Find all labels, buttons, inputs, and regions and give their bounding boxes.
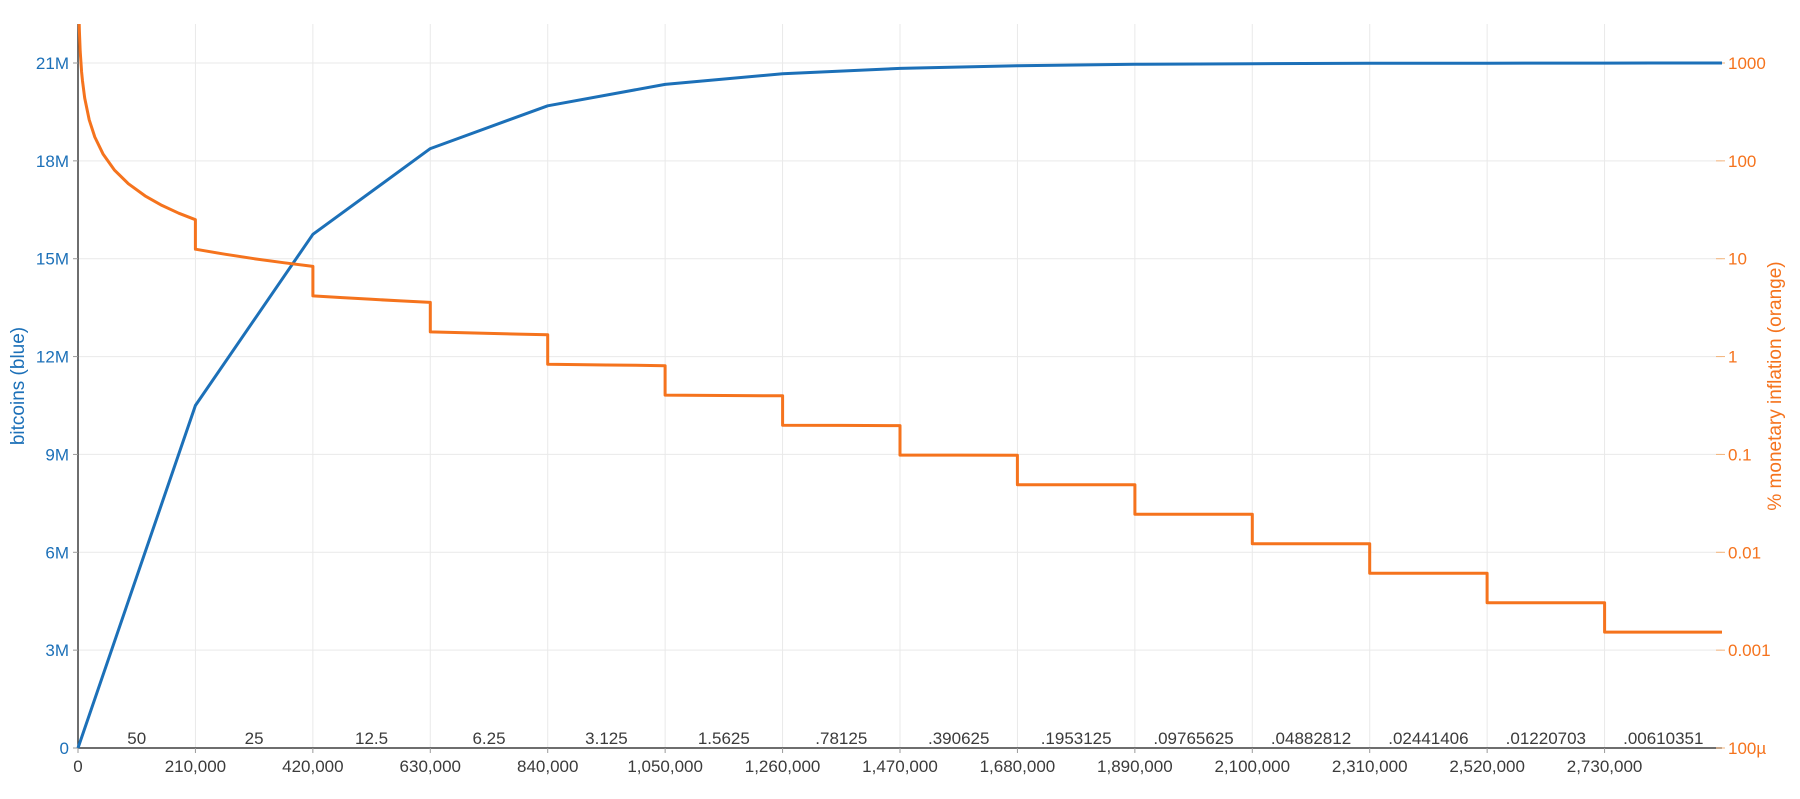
x-tick-label: 210,000 — [165, 757, 226, 776]
right-tick-label: 1000 — [1728, 54, 1766, 73]
era-reward-labels: 50 25 12.5 6.25 3.125 1.5625 .78125 .390625 .195… — [127, 729, 1703, 748]
left-tick-label: 18M — [36, 152, 69, 171]
left-tick-label: 6M — [45, 543, 69, 562]
left-tick-label: 21M — [36, 54, 69, 73]
era-reward-label: 50 — [127, 729, 146, 748]
right-axis-title: % monetary inflation (orange) — [1765, 261, 1786, 510]
left-tick-label: 15M — [36, 250, 69, 269]
x-tick-label: 2,520,000 — [1449, 757, 1525, 776]
era-reward-label: .02441406 — [1388, 729, 1468, 748]
x-tick-label: 1,260,000 — [745, 757, 821, 776]
left-tick-label: 0 — [60, 739, 69, 758]
era-reward-label: .390625 — [928, 729, 989, 748]
x-tick-label: 0 — [73, 757, 82, 776]
era-reward-label: .09765625 — [1153, 729, 1233, 748]
era-reward-label: .00610351 — [1623, 729, 1703, 748]
left-tick-label: 3M — [45, 641, 69, 660]
era-reward-label: .01220703 — [1506, 729, 1586, 748]
era-reward-label: 1.5625 — [698, 729, 750, 748]
right-tick-label: 10 — [1728, 250, 1747, 269]
gridlines — [78, 24, 1722, 748]
x-tick-label: 840,000 — [517, 757, 578, 776]
right-tick-label: 100 — [1728, 152, 1756, 171]
left-axis-title: bitcoins (blue) — [8, 327, 29, 445]
right-tick-label: 0.001 — [1728, 641, 1771, 660]
left-tick-label: 12M — [36, 348, 69, 367]
right-tick-label: 0.01 — [1728, 543, 1761, 562]
era-reward-label: .04882812 — [1271, 729, 1351, 748]
x-tick-label: 2,310,000 — [1332, 757, 1408, 776]
inflation-line — [77, 23, 1722, 634]
era-reward-label: 12.5 — [355, 729, 388, 748]
x-tick-label: 2,100,000 — [1214, 757, 1290, 776]
data-series — [76, 23, 1723, 749]
right-tick-label: 0.1 — [1728, 445, 1752, 464]
era-reward-label: 25 — [245, 729, 264, 748]
x-tick-label: 420,000 — [282, 757, 343, 776]
x-tick-label: 2,730,000 — [1567, 757, 1643, 776]
x-tick-label: 1,470,000 — [862, 757, 938, 776]
x-tick-label: 1,890,000 — [1097, 757, 1173, 776]
x-tick-label: 1,680,000 — [980, 757, 1056, 776]
era-reward-label: 3.125 — [585, 729, 628, 748]
tick-labels: 0 210,000 420,000 630,000 840,000 1,050,000 1,… — [36, 54, 1771, 776]
era-reward-label: .78125 — [815, 729, 867, 748]
right-tick-label: 100µ — [1728, 739, 1766, 758]
x-tick-label: 1,050,000 — [627, 757, 703, 776]
left-tick-label: 9M — [45, 445, 69, 464]
era-reward-label: 6.25 — [472, 729, 505, 748]
era-reward-label: .1953125 — [1041, 729, 1112, 748]
right-tick-label: 1 — [1728, 348, 1737, 367]
supply-line — [76, 61, 1723, 749]
x-tick-label: 630,000 — [400, 757, 461, 776]
